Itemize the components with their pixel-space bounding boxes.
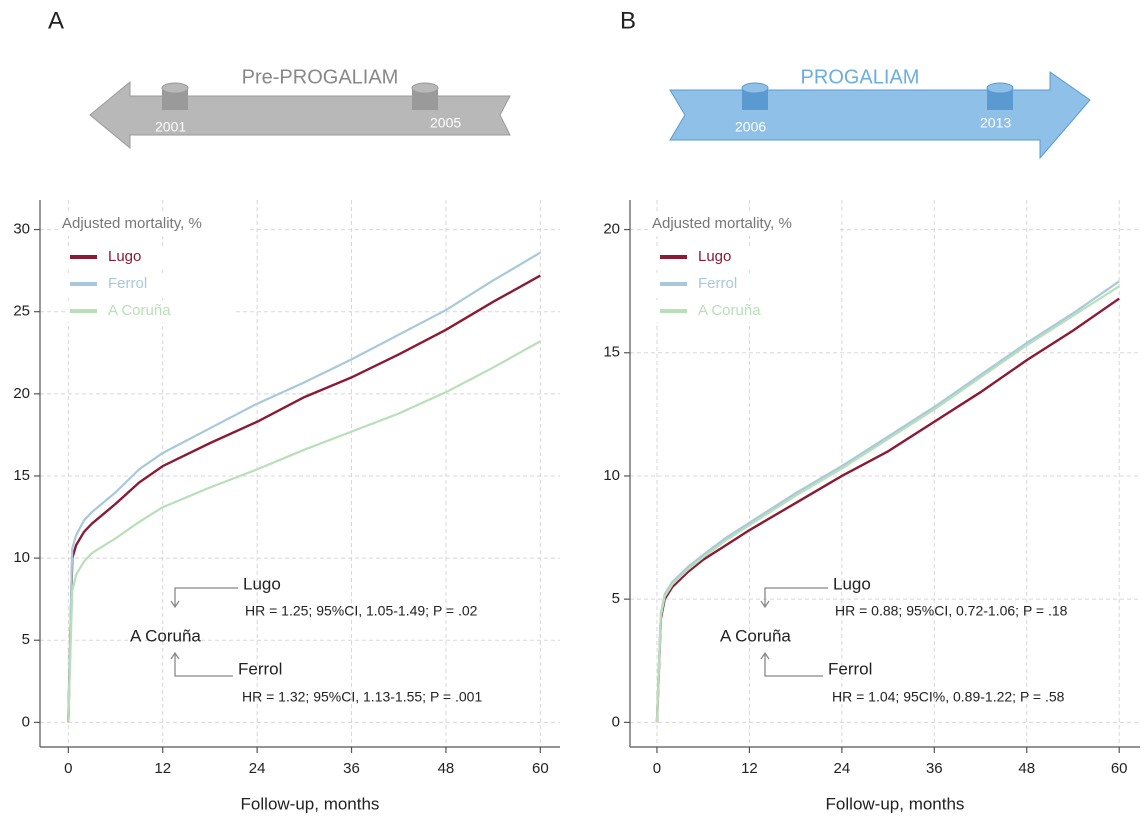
banner-end: 2013 [980, 115, 1011, 131]
data-line [67, 251, 541, 723]
y-tick-label: 10 [13, 549, 30, 566]
banner-arrow [669, 71, 1091, 160]
annotation-arrow [170, 587, 238, 609]
annotation: HR = 1.25; 95%CI, 1.05-1.49; P = .02 [245, 603, 478, 619]
annotation-arrow [760, 651, 823, 677]
data-line [655, 280, 1120, 723]
data-line [67, 274, 541, 723]
y-tick-label: 30 [13, 221, 30, 238]
x-axis-title: Follow-up, months [826, 794, 965, 813]
legend-bg [65, 300, 235, 322]
y-tick-label: 20 [13, 385, 30, 402]
label-bg [648, 212, 838, 236]
x-tick-label: 24 [249, 760, 266, 777]
banner-marker [161, 82, 189, 94]
y-tick-label: 0 [22, 713, 30, 730]
panel-label: A [48, 7, 64, 34]
x-tick-label: 48 [1018, 760, 1035, 777]
banner-marker [412, 88, 438, 110]
legend-label: A Coruña [108, 302, 171, 319]
banner-marker [411, 82, 439, 94]
annotation: A Coruña [130, 626, 201, 645]
x-tick-label: 60 [532, 760, 549, 777]
annotation: Ferrol [828, 659, 872, 678]
legend-bg [655, 273, 825, 295]
x-tick-label: 60 [1111, 760, 1128, 777]
annotation: HR = 0.88; 95%CI, 0.72-1.06; P = .18 [835, 603, 1068, 619]
banner-marker [741, 82, 769, 94]
annotation: Ferrol [238, 659, 282, 678]
x-tick-label: 36 [926, 760, 943, 777]
annotation-arrow [170, 651, 233, 677]
x-axis-title: Follow-up, months [241, 794, 380, 813]
banner-arrow [89, 80, 511, 150]
x-tick-label: 24 [834, 760, 851, 777]
annotation: A Coruña [720, 626, 791, 645]
annotation: Lugo [243, 574, 281, 593]
x-tick-label: 36 [343, 760, 360, 777]
y-axis-title: Adjusted mortality, % [62, 215, 202, 232]
y-tick-label: 10 [603, 467, 620, 484]
legend-bg [65, 246, 235, 268]
legend-label: Ferrol [698, 275, 737, 292]
label-bg [58, 212, 248, 236]
y-tick-label: 5 [22, 631, 30, 648]
banner-end: 2005 [430, 115, 461, 131]
data-line [655, 297, 1120, 723]
x-tick-label: 48 [438, 760, 455, 777]
banner-title: Pre-PROGALIAM [242, 66, 399, 88]
x-tick-label: 12 [741, 760, 758, 777]
annotation: HR = 1.32; 95%CI, 1.13-1.55; P = .001 [242, 689, 482, 705]
legend-bg [655, 246, 825, 268]
banner-marker [162, 88, 188, 110]
banner-title: PROGALIAM [801, 66, 920, 88]
legend-label: A Coruña [698, 302, 761, 319]
legend-bg [65, 273, 235, 295]
data-line [655, 285, 1120, 723]
y-tick-label: 20 [603, 221, 620, 238]
data-line [67, 340, 541, 723]
y-tick-label: 0 [612, 713, 620, 730]
legend-bg [655, 300, 825, 322]
y-tick-label: 15 [603, 344, 620, 361]
y-tick-label: 15 [13, 467, 30, 484]
banner-marker [987, 88, 1013, 110]
annotation-arrow [760, 587, 828, 609]
y-axis-title: Adjusted mortality, % [652, 215, 792, 232]
panel-label: B [620, 7, 636, 34]
y-tick-label: 25 [13, 303, 30, 320]
legend-label: Lugo [108, 248, 141, 265]
x-tick-label: 12 [154, 760, 171, 777]
banner-start: 2006 [735, 119, 766, 135]
banner-marker [742, 88, 768, 110]
legend-label: Lugo [698, 248, 731, 265]
annotation: Lugo [833, 574, 871, 593]
banner-marker [986, 82, 1014, 94]
y-tick-label: 5 [612, 590, 620, 607]
legend-label: Ferrol [108, 275, 147, 292]
x-tick-label: 0 [64, 760, 72, 777]
x-tick-label: 0 [653, 760, 661, 777]
banner-start: 2001 [155, 119, 186, 135]
annotation: HR = 1.04; 95CI%, 0.89-1.22; P = .58 [832, 689, 1065, 705]
